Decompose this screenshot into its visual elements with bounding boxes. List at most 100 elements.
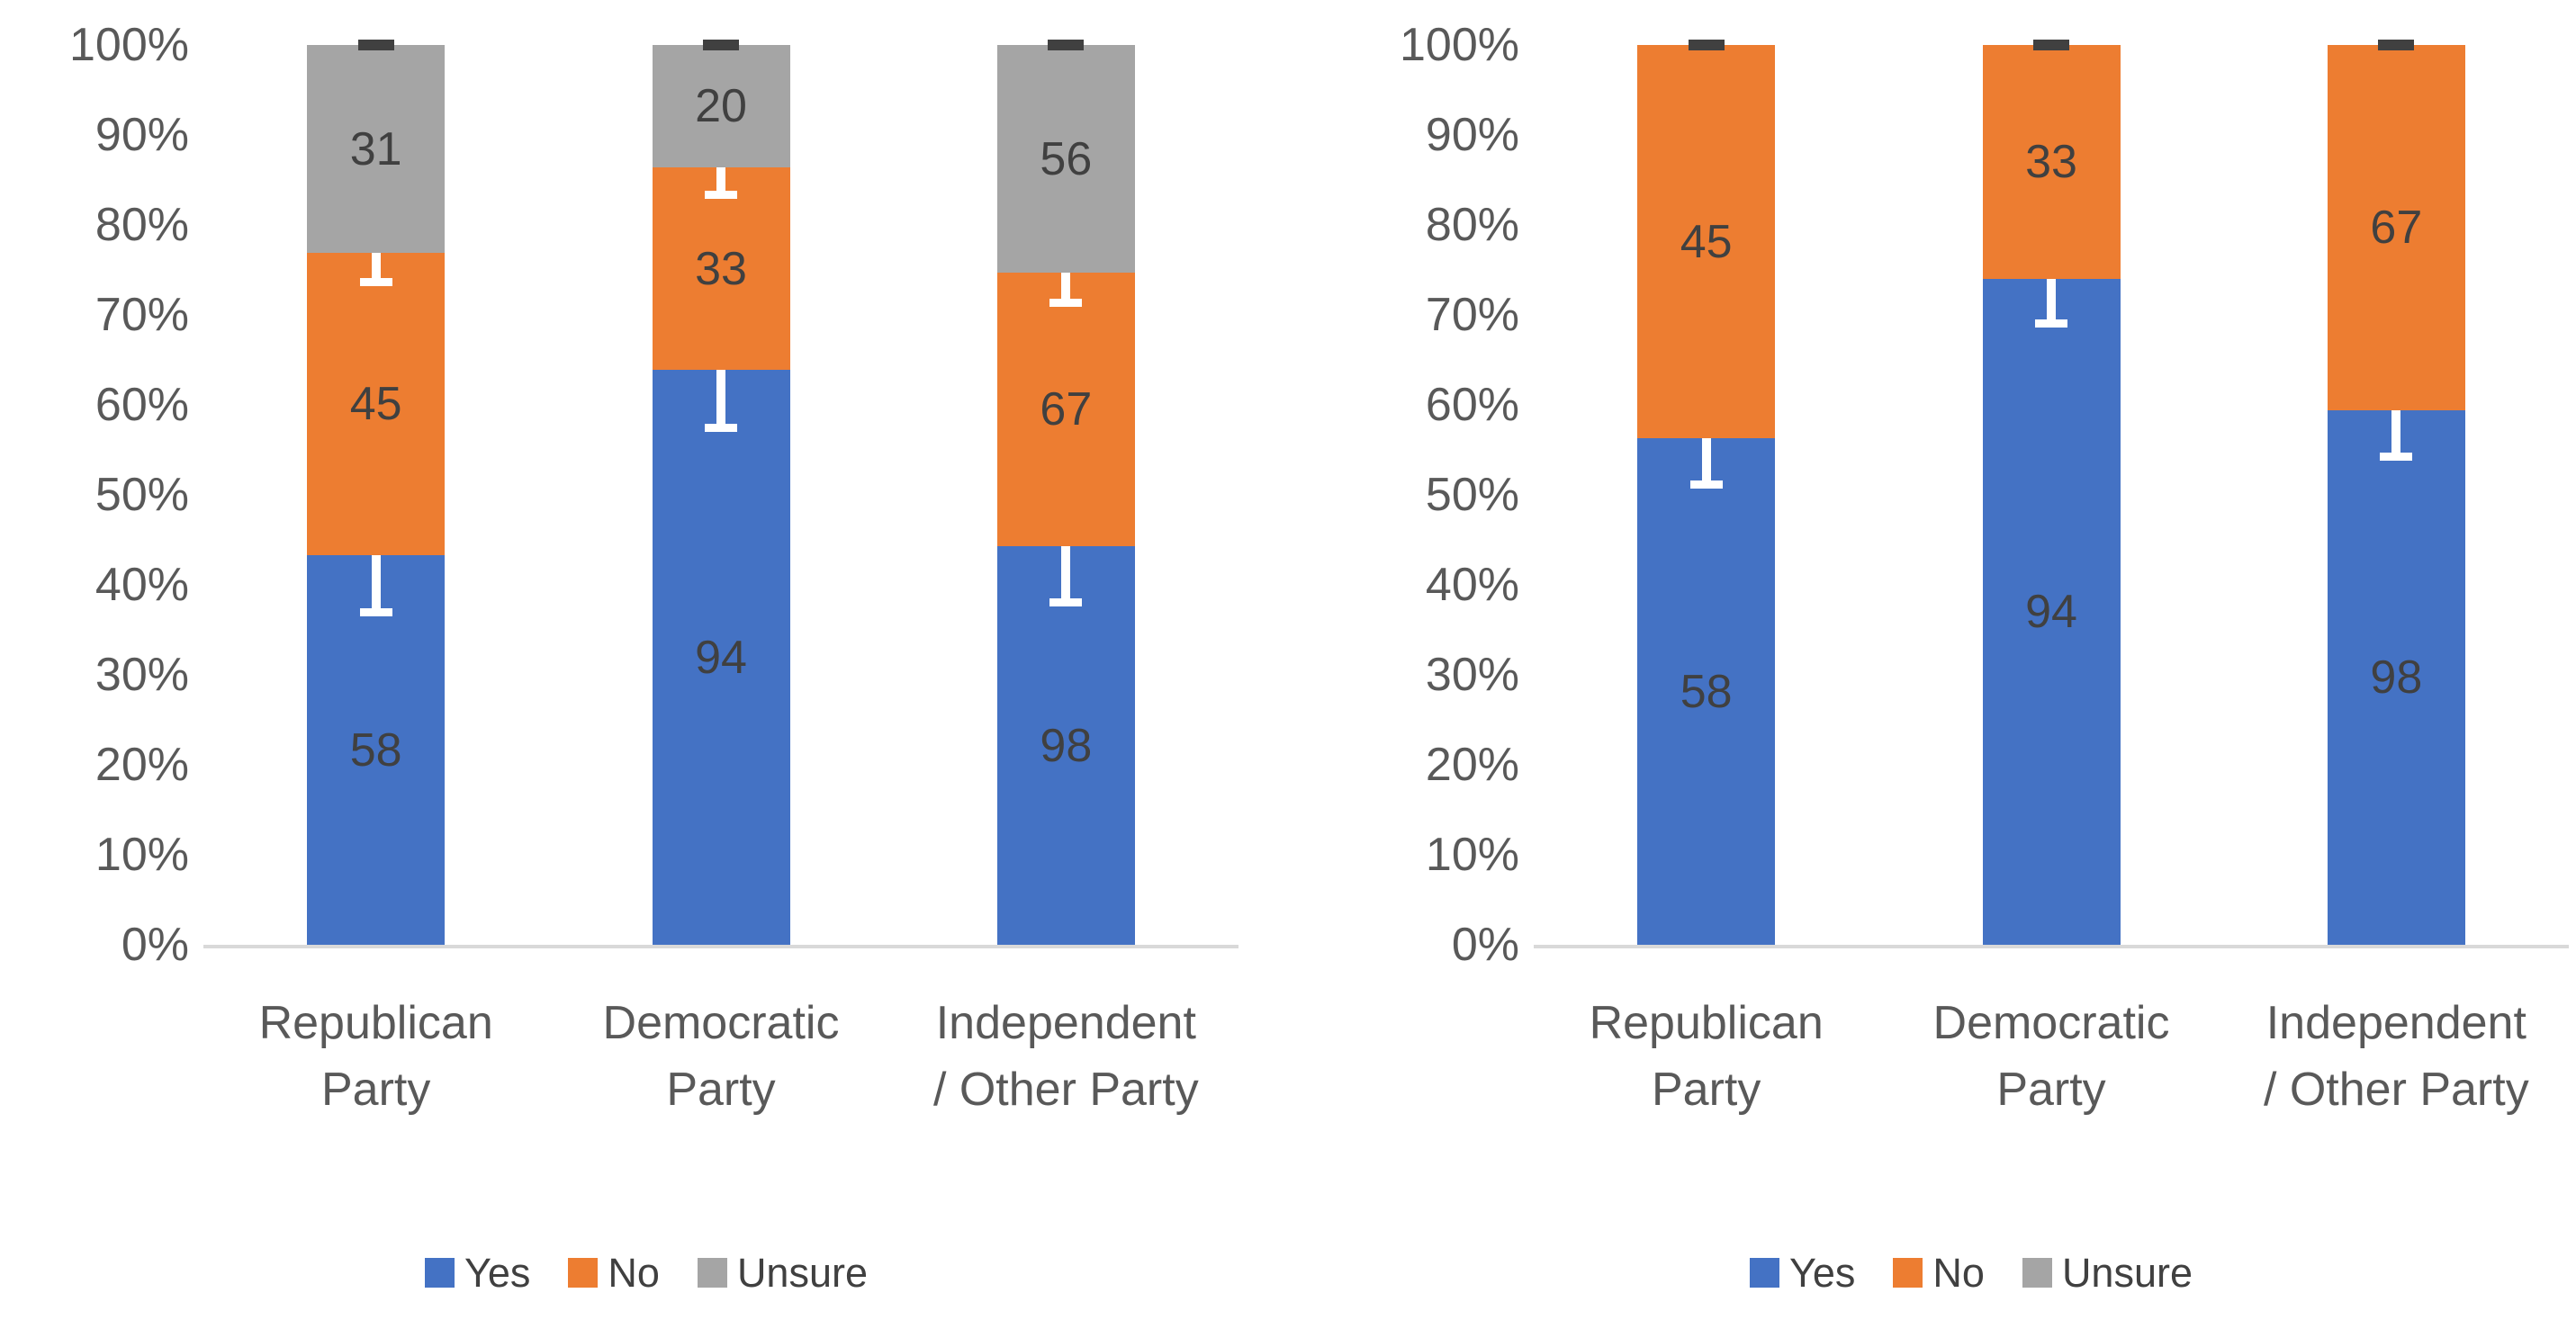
legend-item-no: No bbox=[568, 1253, 660, 1293]
legend-item-yes: Yes bbox=[1749, 1253, 1855, 1293]
error-bar-line bbox=[371, 494, 381, 616]
legend-swatch-yes-icon bbox=[1749, 1258, 1779, 1288]
error-bar-bottom-cap bbox=[359, 278, 392, 286]
data-label: 94 bbox=[2025, 586, 2077, 638]
y-axis-tick-label: 60% bbox=[95, 379, 189, 431]
data-label: 98 bbox=[2370, 651, 2423, 704]
data-label: 67 bbox=[1040, 383, 1093, 436]
legend-swatch-yes-icon bbox=[424, 1258, 455, 1288]
y-axis-tick-label: 60% bbox=[1425, 379, 1519, 431]
y-axis-tick-label: 30% bbox=[95, 649, 189, 701]
error-bar-bottom-cap bbox=[359, 608, 392, 616]
data-label: 45 bbox=[349, 378, 402, 430]
category-label: Democratic Party bbox=[1858, 990, 2245, 1123]
bar-segment-no bbox=[307, 253, 446, 555]
category-label-line: Independent bbox=[2265, 997, 2526, 1049]
y-axis-tick-label: 70% bbox=[95, 289, 189, 341]
category-label-line: / Other Party bbox=[2263, 1064, 2529, 1116]
y-axis-tick-label: 50% bbox=[1425, 469, 1519, 521]
y-axis-tick-label: 80% bbox=[95, 199, 189, 251]
bar-segment-yes bbox=[2327, 410, 2465, 945]
legend-label: No bbox=[608, 1250, 660, 1296]
stacked-bar: 98 67 56 bbox=[996, 40, 1135, 945]
y-axis-tick-label: 30% bbox=[1425, 649, 1519, 701]
legend-item-unsure: Unsure bbox=[697, 1250, 869, 1296]
bar-segment-unsure bbox=[307, 45, 446, 253]
stacked-bar: 98 67 bbox=[2327, 40, 2465, 945]
y-axis-tick-label: 40% bbox=[95, 559, 189, 611]
error-bar-bottom-cap bbox=[705, 424, 737, 432]
error-bar-line bbox=[2047, 230, 2056, 328]
legend-swatch-unsure-icon bbox=[2022, 1258, 2052, 1288]
category-label: Independent / Other Party bbox=[872, 990, 1259, 1123]
bar-segment-yes bbox=[996, 546, 1135, 945]
x-axis-line bbox=[1534, 945, 2569, 948]
category-label-line: / Other Party bbox=[932, 1064, 1199, 1116]
legend-label: No bbox=[1932, 1250, 1985, 1296]
data-label: 20 bbox=[695, 80, 747, 132]
category-label-line: Party bbox=[1651, 1064, 1761, 1116]
top-error-cap bbox=[703, 40, 739, 50]
data-label: 56 bbox=[1040, 132, 1093, 185]
y-axis-tick-label: 20% bbox=[95, 739, 189, 791]
x-axis-line bbox=[203, 945, 1238, 948]
data-label: 67 bbox=[2370, 202, 2423, 254]
category-label-line: Party bbox=[666, 1064, 776, 1116]
top-error-cap bbox=[2378, 40, 2415, 50]
data-label: 31 bbox=[349, 122, 402, 175]
legend: Yes No Unsure bbox=[1366, 1253, 2576, 1293]
legend-label: Yes bbox=[464, 1250, 531, 1296]
y-axis-tick-label: 50% bbox=[95, 469, 189, 521]
right-stacked-bar-chart: 0% 10% 20% 30% 40% 50% 60% 70% 80% 90% 100% 58 45 Rep… bbox=[1366, 0, 2576, 1320]
category-label-line: Democratic bbox=[1932, 997, 2170, 1049]
y-axis-tick-label: 90% bbox=[95, 109, 189, 161]
bar-segment-yes bbox=[1637, 438, 1776, 945]
error-bar-bottom-cap bbox=[1049, 299, 1083, 307]
legend-swatch-unsure-icon bbox=[697, 1258, 727, 1288]
error-bar-line bbox=[371, 220, 381, 286]
data-label: 58 bbox=[349, 723, 402, 777]
legend-item-yes: Yes bbox=[424, 1250, 531, 1296]
legend: Yes No Unsure bbox=[36, 1253, 1256, 1293]
error-bar-bottom-cap bbox=[2035, 319, 2067, 328]
stacked-bar: 94 33 bbox=[1982, 40, 2121, 945]
error-bar-bottom-cap bbox=[1049, 598, 1083, 606]
legend-swatch-no-icon bbox=[1893, 1258, 1923, 1288]
legend-item-no: No bbox=[1893, 1253, 1985, 1293]
data-label: 33 bbox=[2025, 136, 2077, 188]
data-label: 98 bbox=[1040, 719, 1093, 772]
data-label: 94 bbox=[695, 631, 747, 684]
bar-segment-yes bbox=[307, 555, 446, 945]
y-axis-tick-label: 40% bbox=[1425, 559, 1519, 611]
category-label-line: Independent bbox=[935, 997, 1196, 1049]
data-label: 45 bbox=[1680, 215, 1733, 268]
y-axis-tick-label: 100% bbox=[69, 19, 189, 71]
top-error-cap bbox=[2033, 40, 2069, 50]
error-bar-line bbox=[2391, 360, 2401, 461]
y-axis-tick-label: 70% bbox=[1425, 289, 1519, 341]
y-axis-tick-label: 10% bbox=[95, 829, 189, 881]
error-bar-line bbox=[1701, 388, 1711, 489]
category-label: Republican Party bbox=[1513, 990, 1900, 1123]
left-stacked-bar-chart: 0% 10% 20% 30% 40% 50% 60% 70% 80% 90% 100% 58 45 31 R… bbox=[36, 0, 1256, 1320]
error-bar-bottom-cap bbox=[2380, 453, 2413, 461]
error-bar-line bbox=[1061, 486, 1071, 606]
legend-swatch-no-icon bbox=[568, 1258, 599, 1288]
bar-segment-yes bbox=[1982, 279, 2121, 945]
bar-segment-unsure bbox=[996, 45, 1135, 273]
error-bar-line bbox=[716, 136, 725, 199]
bar-segment-no bbox=[1982, 45, 2121, 279]
bar-segment-no bbox=[1637, 45, 1776, 438]
bar-segment-no bbox=[2327, 45, 2465, 410]
y-axis-tick-label: 0% bbox=[121, 919, 189, 971]
error-bar-line bbox=[1061, 238, 1071, 307]
category-label-line: Party bbox=[1996, 1064, 2106, 1116]
bar-segment-no bbox=[996, 273, 1135, 546]
legend-label: Unsure bbox=[736, 1250, 869, 1296]
error-bar-bottom-cap bbox=[1689, 480, 1723, 489]
category-label: Republican Party bbox=[183, 990, 570, 1123]
error-bar-line bbox=[716, 308, 725, 432]
data-label: 33 bbox=[695, 242, 747, 295]
bar-segment-unsure bbox=[652, 45, 790, 167]
